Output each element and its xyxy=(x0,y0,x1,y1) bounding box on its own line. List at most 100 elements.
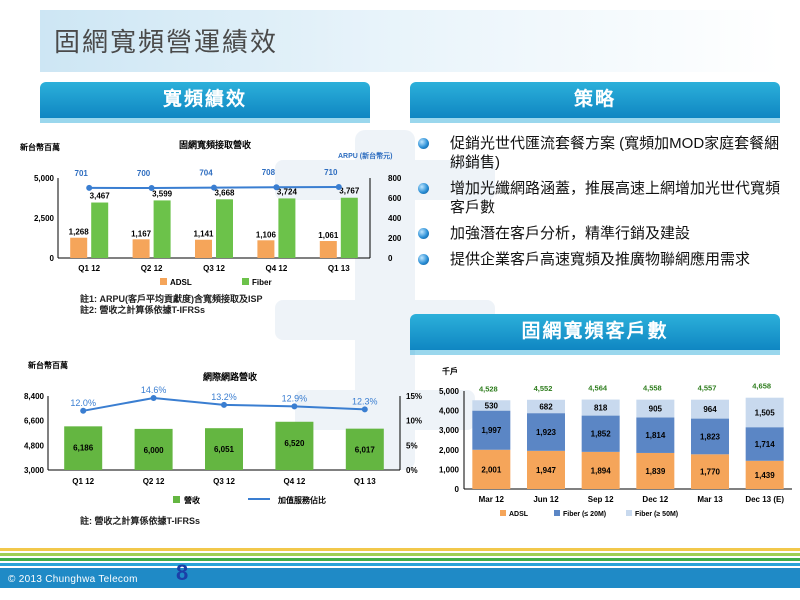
arpu-point xyxy=(148,185,155,191)
fiber-low-segment-label: 1,814 xyxy=(645,431,666,440)
y-tick-label: 2,000 xyxy=(439,446,460,455)
y-tick-label: 5,000 xyxy=(34,174,55,183)
fiber-low-segment xyxy=(691,418,729,455)
legend-label: Fiber (≥ 50M) xyxy=(635,511,678,518)
adsl-value-label: 1,106 xyxy=(256,230,277,239)
adsl-segment xyxy=(472,449,511,489)
bullet-icon xyxy=(418,254,429,265)
value-added-label: 13.2% xyxy=(211,392,237,402)
fiber-bar xyxy=(91,202,109,258)
fiber-high-segment-label: 905 xyxy=(649,405,663,414)
arpu-point xyxy=(335,184,342,190)
y2-tick-label: 0% xyxy=(406,466,418,475)
legend-line-label: 加值服務佔比 xyxy=(277,495,326,505)
internet-note: 註: 營收之計算係依據T-IFRSs xyxy=(80,516,201,526)
legend-fiber-swatch xyxy=(242,278,249,285)
y-tick-label: 0 xyxy=(50,254,55,263)
y-tick-label: 4,000 xyxy=(439,407,460,416)
fiber-high-segment xyxy=(472,400,511,411)
fiber-high-segment xyxy=(745,397,784,428)
value-added-label: 14.6% xyxy=(141,385,167,395)
broadband-note-2: 註2: 營收之計算係依據T-IFRSs xyxy=(80,305,206,315)
total-label: 4,528 xyxy=(479,384,498,393)
value-added-label: 12.0% xyxy=(70,398,96,408)
strategy-list: 促銷光世代匯流套餐方案 (寬頻加MOD家庭套餐綑綁銷售) 增加光纖網路涵蓋，推展… xyxy=(418,134,788,276)
fiber-value-label: 3,724 xyxy=(277,187,298,196)
arpu-point xyxy=(86,184,93,191)
fiber-high-segment-label: 818 xyxy=(594,404,608,413)
fiber-high-segment xyxy=(691,399,729,419)
value-added-point xyxy=(221,401,227,408)
adsl-value-label: 1,268 xyxy=(69,228,90,237)
revenue-bar xyxy=(64,426,103,470)
legend-fiber-label: Fiber xyxy=(252,278,272,287)
y-axis-label: 千戶 xyxy=(442,366,458,376)
footer-stripes xyxy=(0,548,800,588)
x-tick-label: Q1 13 xyxy=(354,477,376,486)
revenue-bar xyxy=(134,428,173,470)
fiber-low-segment-label: 1,852 xyxy=(591,430,612,439)
value-added-point xyxy=(80,407,87,414)
arpu-value-label: 710 xyxy=(324,168,338,177)
value-added-point xyxy=(150,394,157,401)
bullet-icon xyxy=(418,228,429,239)
x-tick-label: Q2 12 xyxy=(141,264,163,273)
y-tick-label: 3,000 xyxy=(24,466,45,475)
fiber-low-segment xyxy=(581,415,620,452)
revenue-value-label: 6,017 xyxy=(355,446,376,455)
total-label: 4,558 xyxy=(643,384,662,393)
revenue-bar xyxy=(205,428,243,470)
x-tick-label: Dec 12 xyxy=(642,495,668,504)
adsl-segment xyxy=(691,454,729,489)
legend-swatch xyxy=(626,510,632,516)
revenue-value-label: 6,051 xyxy=(214,445,235,454)
section-broadband-performance: 寬頻績效 xyxy=(40,82,370,123)
chart-title: 固網寬頻接取營收 xyxy=(179,139,251,150)
total-label: 4,552 xyxy=(534,384,553,393)
fiber-high-segment xyxy=(581,399,620,416)
strategy-item: 增加光纖網路涵蓋，推展高速上網增加光世代寬頻客戶數 xyxy=(418,179,788,217)
x-tick-label: Jun 12 xyxy=(533,495,559,504)
adsl-segment xyxy=(527,450,565,489)
title-banner xyxy=(40,10,780,72)
revenue-value-label: 6,186 xyxy=(73,443,94,452)
fiber-bar xyxy=(278,198,296,258)
adsl-segment-label: 1,839 xyxy=(645,467,666,476)
fiber-value-label: 3,767 xyxy=(339,187,360,196)
x-tick-label: Q4 12 xyxy=(266,264,288,273)
x-tick-label: Sep 12 xyxy=(588,495,614,504)
fiber-bar xyxy=(340,197,358,258)
fiber-high-segment xyxy=(527,399,565,414)
adsl-bar xyxy=(195,239,212,258)
copyright: © 2013 Chunghwa Telecom xyxy=(8,574,138,585)
adsl-segment-label: 1,947 xyxy=(536,466,557,475)
y2-tick-label: 5% xyxy=(406,441,418,450)
arpu-value-label: 701 xyxy=(75,169,89,178)
page-number: 8 xyxy=(176,560,189,585)
fiber-low-segment xyxy=(745,427,784,461)
revenue-bar xyxy=(275,421,314,470)
strategy-item: 加強潛在客戶分析，精準行銷及建設 xyxy=(418,224,788,243)
y-tick-label: 0 xyxy=(455,485,460,494)
y2-tick-label: 10% xyxy=(406,417,422,426)
value-added-point xyxy=(291,403,298,410)
adsl-segment xyxy=(581,451,620,489)
y2-tick-label: 0 xyxy=(388,254,393,263)
x-tick-label: Q1 13 xyxy=(328,264,350,273)
y-tick-label: 4,800 xyxy=(24,441,45,450)
value-added-point xyxy=(361,406,368,413)
arpu-point xyxy=(273,184,280,191)
y-tick-label: 6,600 xyxy=(24,417,45,426)
arpu-point xyxy=(211,184,217,191)
value-added-label: 12.3% xyxy=(352,396,378,406)
total-label: 4,658 xyxy=(752,382,771,391)
x-tick-label: Q3 12 xyxy=(203,264,225,273)
legend-label: ADSL xyxy=(509,511,529,518)
legend-label: Fiber (≤ 20M) xyxy=(563,511,606,518)
x-tick-label: Dec 13 (E) xyxy=(745,495,784,504)
legend-revenue-swatch xyxy=(173,496,180,503)
fiber-high-segment xyxy=(636,399,675,418)
total-label: 4,557 xyxy=(698,384,717,393)
legend-adsl-label: ADSL xyxy=(170,278,192,287)
x-tick-label: Q1 12 xyxy=(72,477,94,486)
